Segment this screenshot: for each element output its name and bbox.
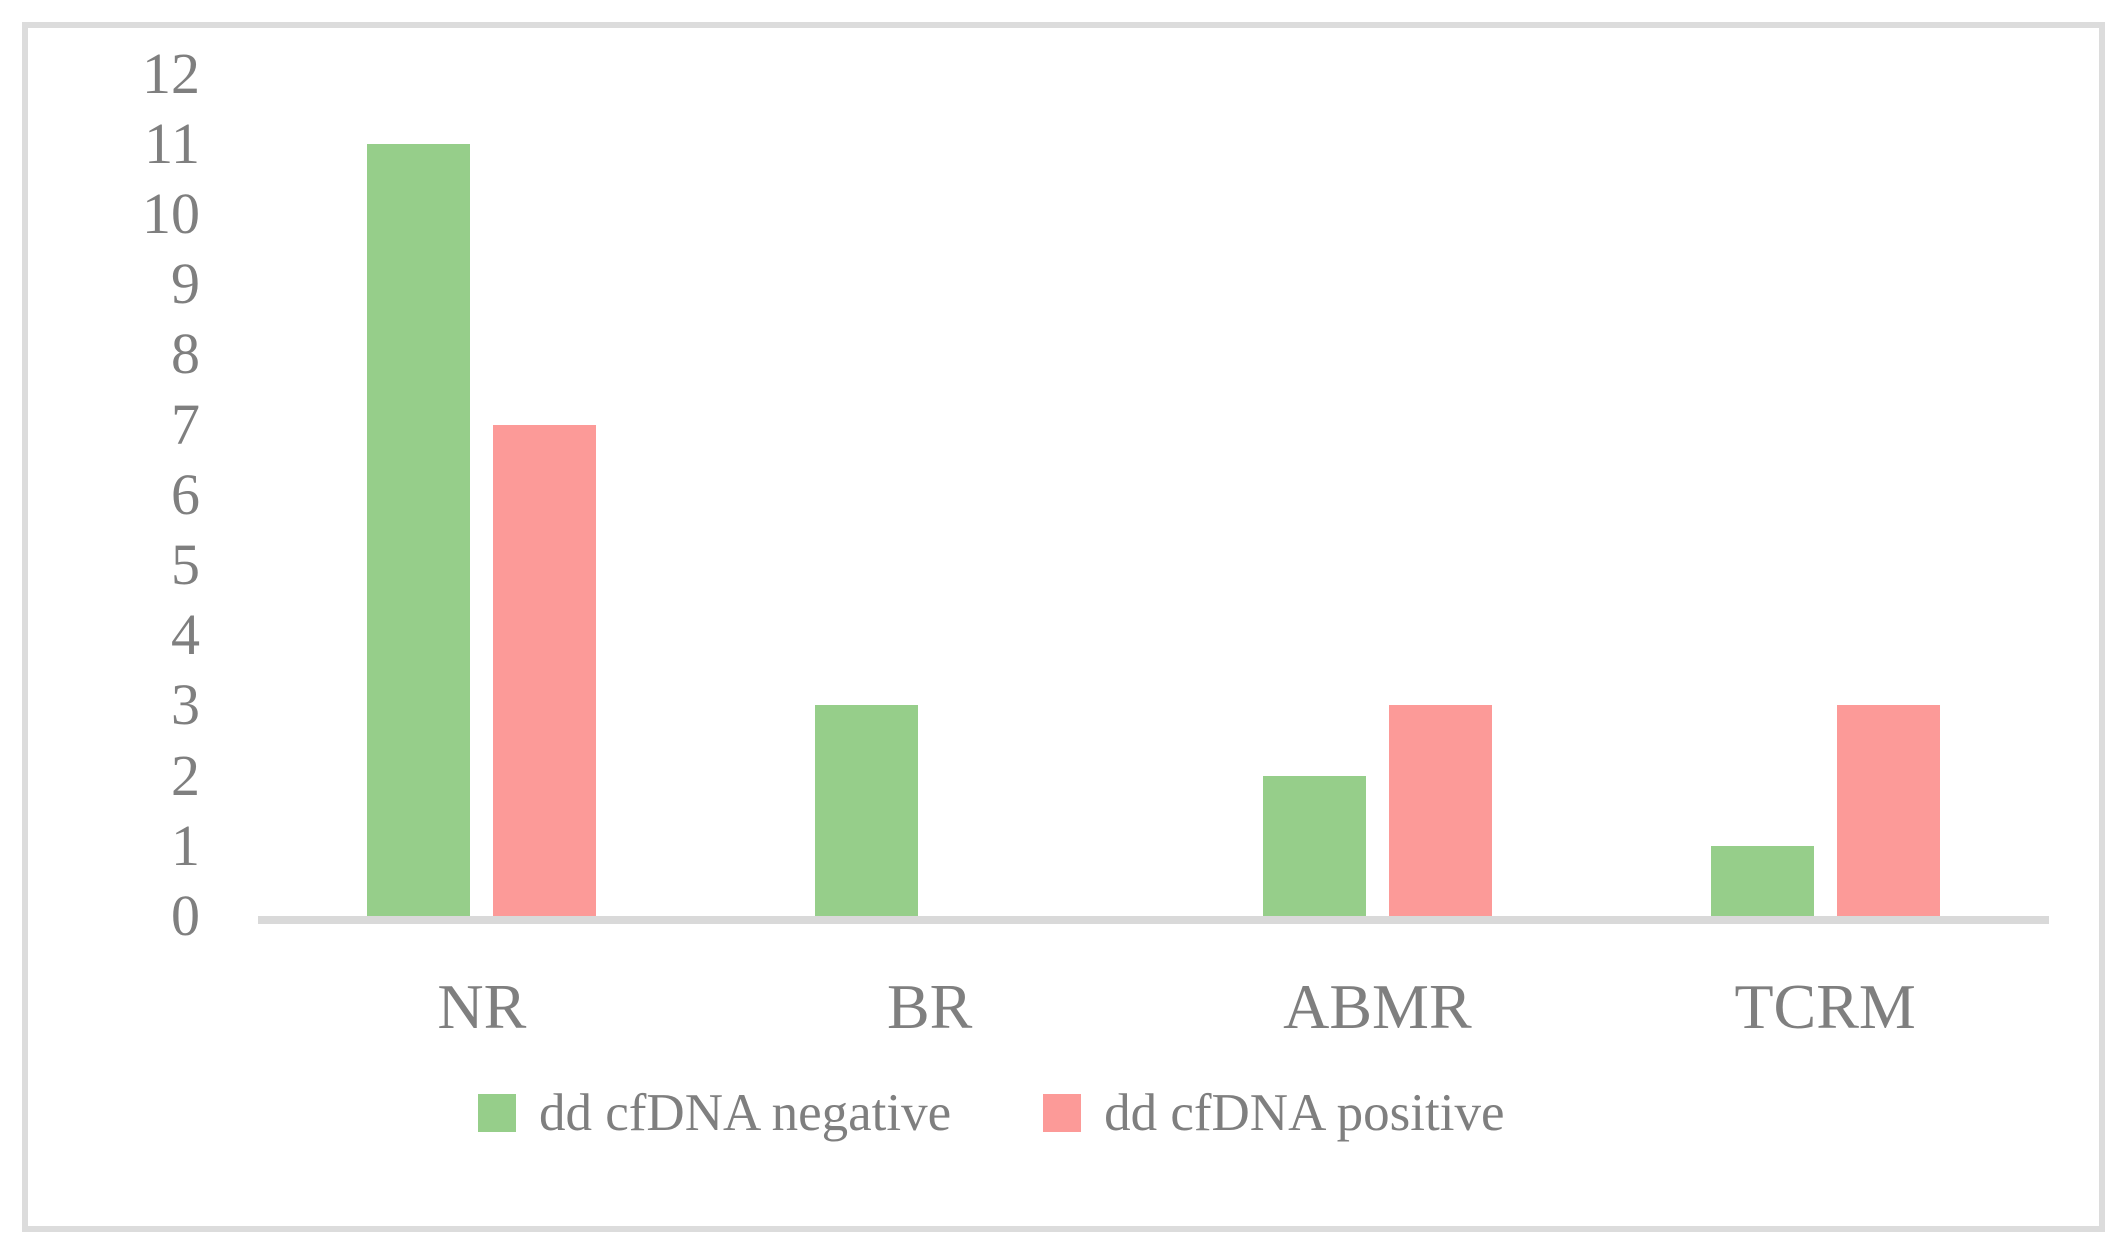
- legend: dd cfDNA negative dd cfDNA positive: [478, 1084, 1505, 1142]
- y-axis-label-2: 2: [171, 742, 200, 808]
- bar-tcrm-positive: [1836, 705, 1940, 916]
- y-axis-label-9: 9: [171, 251, 200, 317]
- y-axis-label-12: 12: [142, 40, 200, 106]
- y-axis-label-5: 5: [171, 532, 200, 597]
- y-axis-label-1: 1: [171, 812, 200, 878]
- y-axis-label-10: 10: [142, 181, 200, 246]
- x-axis-label-br: BR: [886, 971, 973, 1042]
- y-axis-label-11: 11: [144, 110, 200, 176]
- y-axis-label-7: 7: [171, 391, 200, 457]
- y-axis-label-4: 4: [171, 602, 200, 668]
- y-axis: 0 1 2 3 4 5 6 7 8 9 10 11 12: [0, 0, 200, 1258]
- legend-label-positive: dd cfDNA positive: [1104, 1084, 1505, 1142]
- x-axis-label-tcrm: TCRM: [1734, 971, 1916, 1042]
- legend-label-negative: dd cfDNA negative: [539, 1084, 952, 1142]
- y-axis-label-3: 3: [171, 672, 200, 738]
- bar-abmr-positive: [1388, 705, 1492, 916]
- y-axis-label-0: 0: [171, 883, 200, 948]
- bar-br-negative: [815, 705, 919, 916]
- legend-item-positive: dd cfDNA positive: [1043, 1084, 1505, 1142]
- y-axis-label-8: 8: [171, 321, 200, 387]
- bar-abmr-negative: [1262, 775, 1366, 916]
- y-axis-label-6: 6: [171, 461, 200, 527]
- legend-swatch-negative-icon: [478, 1094, 516, 1132]
- x-axis-label-abmr: ABMR: [1283, 971, 1472, 1042]
- x-axis-line: [258, 916, 2049, 924]
- legend-item-negative: dd cfDNA negative: [478, 1085, 951, 1141]
- legend-swatch-positive-icon: [1043, 1094, 1082, 1132]
- bar-nr-negative: [367, 143, 471, 916]
- bar-nr-positive: [493, 424, 597, 916]
- x-axis-label-nr: NR: [437, 971, 527, 1042]
- bar-tcrm-negative: [1710, 845, 1814, 916]
